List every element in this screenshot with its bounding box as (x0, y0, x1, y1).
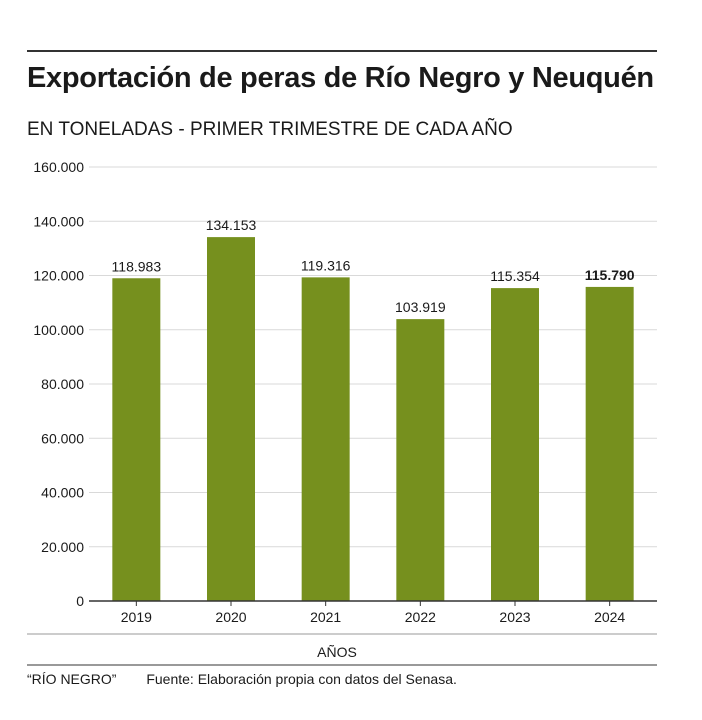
x-tick-label: 2020 (215, 609, 246, 625)
x-tick-label: 2019 (121, 609, 152, 625)
top-rule (27, 50, 657, 52)
bar (491, 288, 539, 601)
x-tick-label: 2021 (310, 609, 341, 625)
bar (207, 237, 255, 601)
bar (301, 277, 350, 601)
bar (585, 286, 634, 601)
y-tick-label: 20.000 (41, 539, 84, 555)
x-tick-label: 2022 (405, 609, 436, 625)
x-axis-title: AÑOS (317, 644, 357, 660)
footer-source: Fuente: Elaboración propia con datos del… (146, 671, 457, 687)
x-tick-label: 2023 (499, 609, 530, 625)
chart-subtitle: EN TONELADAS - PRIMER TRIMESTRE DE CADA … (27, 119, 513, 140)
data-label: 134.153 (206, 217, 257, 233)
y-tick-label: 60.000 (41, 430, 84, 446)
y-tick-label: 0 (76, 593, 84, 609)
bar (112, 278, 161, 601)
data-label: 115.354 (490, 268, 540, 284)
y-tick-label: 100.000 (33, 322, 84, 338)
y-tick-label: 120.000 (33, 268, 84, 284)
y-tick-label: 80.000 (41, 376, 84, 392)
x-tick-label: 2024 (594, 609, 625, 625)
footer-brand: “RÍO NEGRO” (27, 671, 117, 687)
y-tick-label: 140.000 (33, 213, 84, 229)
footer: “RÍO NEGRO” Fuente: Elaboración propia c… (27, 671, 457, 687)
bar (396, 319, 445, 601)
data-label: 118.983 (112, 258, 162, 274)
data-label: 119.316 (301, 257, 351, 273)
y-tick-label: 160.000 (33, 159, 84, 175)
y-tick-label: 40.000 (41, 485, 84, 501)
data-label: 115.790 (585, 267, 635, 283)
data-label: 103.919 (395, 299, 446, 315)
chart-title: Exportación de peras de Río Negro y Neuq… (27, 62, 654, 94)
